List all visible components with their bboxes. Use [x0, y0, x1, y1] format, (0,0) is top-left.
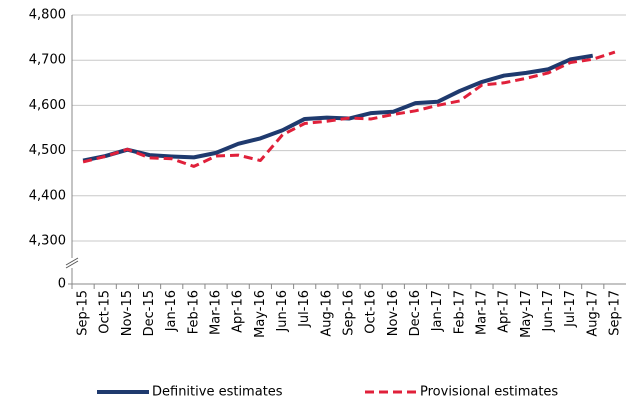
x-tick-label: Jul-16 — [297, 290, 312, 328]
y-tick-label: 4,700 — [29, 53, 66, 68]
x-tick-label: Dec-16 — [408, 290, 423, 336]
x-tick-label: Mar-17 — [474, 290, 489, 335]
x-tick-label: Sep-16 — [342, 290, 357, 336]
x-tick-label: Dec-15 — [142, 290, 157, 336]
axis-break-gap — [64, 258, 80, 268]
x-tick-label: Apr-16 — [231, 290, 246, 333]
x-tick-label: Jan-16 — [164, 290, 179, 332]
legend-label: Provisional estimates — [420, 385, 558, 400]
y-tick-label: 4,600 — [29, 98, 66, 113]
axis-break — [65, 257, 79, 266]
series-line — [82, 53, 594, 163]
x-tick-label: Jun-17 — [541, 290, 556, 333]
x-tick-label: Feb-17 — [452, 290, 467, 334]
x-tick-label: Jul-17 — [563, 290, 578, 328]
y-tick-label: 0 — [58, 277, 66, 292]
x-tick-label: Nov-15 — [120, 290, 135, 336]
x-tick-label: Sep-15 — [76, 290, 91, 336]
x-tick-label: Apr-17 — [497, 290, 512, 333]
series-line — [82, 50, 616, 168]
x-tick-label: Aug-17 — [585, 290, 600, 337]
x-tick-label: Sep-17 — [607, 290, 622, 336]
x-tick-label: Aug-16 — [319, 290, 334, 337]
x-tick-label: May-16 — [253, 290, 268, 338]
x-tick-label: Oct-15 — [98, 290, 113, 334]
axis-break — [65, 260, 79, 269]
x-tick-label: Feb-16 — [186, 290, 201, 334]
legend-label: Definitive estimates — [152, 385, 283, 400]
x-tick-label: Nov-16 — [386, 290, 401, 336]
y-tick-label: 4,800 — [29, 8, 66, 23]
x-tick-label: May-17 — [519, 290, 534, 338]
y-tick-label: 4,500 — [29, 143, 66, 158]
x-tick-label: Jun-16 — [275, 290, 290, 333]
x-tick-label: Oct-16 — [364, 290, 379, 334]
x-tick-label: Jan-17 — [430, 290, 445, 332]
x-tick-label: Mar-16 — [209, 290, 224, 335]
y-tick-label: 4,300 — [29, 234, 66, 249]
y-tick-label: 4,400 — [29, 188, 66, 203]
